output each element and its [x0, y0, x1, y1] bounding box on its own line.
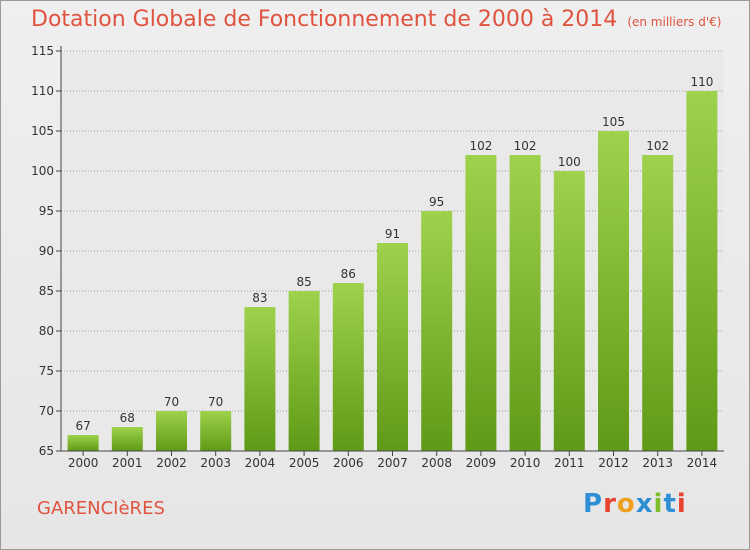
- y-tick-label: 65: [39, 444, 54, 458]
- x-tick-label-2006: 2006: [333, 456, 364, 470]
- axes: 65 70 75 80 85 90 95 100 105 110 115 2000 2001 2002 20…: [31, 44, 724, 470]
- bar-2013: [642, 155, 674, 451]
- bar-2005: [288, 291, 320, 451]
- proxiti-logo: Proxiti: [583, 489, 687, 519]
- data-label-2002: 70: [164, 395, 179, 409]
- y-tick-label: 110: [31, 84, 54, 98]
- x-tick-label-2007: 2007: [377, 456, 408, 470]
- logo-letter: x: [635, 489, 654, 519]
- data-label-2011: 100: [558, 155, 581, 169]
- x-tick-label-2005: 2005: [289, 456, 320, 470]
- x-tick-label-2013: 2013: [642, 456, 673, 470]
- bars: [67, 91, 718, 451]
- logo-letter: P: [583, 489, 604, 519]
- y-tick-label: 90: [39, 244, 54, 258]
- x-tick-label-2009: 2009: [466, 456, 497, 470]
- bar-2012: [598, 131, 629, 451]
- bar-2006: [332, 283, 364, 451]
- data-label-2014: 110: [690, 75, 713, 89]
- bar-2008: [421, 211, 453, 451]
- chart-unit: (en milliers d'€): [627, 15, 722, 29]
- data-label-2006: 86: [341, 267, 356, 281]
- x-tick-label-2004: 2004: [245, 456, 276, 470]
- logo-letter: r: [603, 489, 617, 519]
- y-tick-label: 105: [31, 124, 54, 138]
- data-labels: 67 68 70 70 83 85 86 91 95 102 102 100 105 102 110: [75, 75, 713, 433]
- x-tick-label-2014: 2014: [687, 456, 718, 470]
- bar-2002: [156, 411, 187, 451]
- logo-letter: i: [653, 489, 664, 519]
- y-tick-label: 85: [39, 284, 54, 298]
- bar-2007: [377, 243, 408, 451]
- x-tick-label-2000: 2000: [68, 456, 99, 470]
- x-tick-label-2001: 2001: [112, 456, 143, 470]
- logo-letter: i: [676, 489, 687, 519]
- bar-2011: [553, 171, 585, 451]
- y-tick-label: 95: [39, 204, 54, 218]
- x-tick-label-2002: 2002: [156, 456, 187, 470]
- chart-title-text: Dotation Globale de Fonctionnement de 20…: [31, 7, 618, 32]
- data-label-2009: 102: [469, 139, 492, 153]
- bar-2003: [200, 411, 232, 451]
- x-tick-label-2011: 2011: [554, 456, 585, 470]
- data-label-2013: 102: [646, 139, 669, 153]
- x-tick-label-2003: 2003: [200, 456, 231, 470]
- chart-title: Dotation Globale de Fonctionnement de 20…: [31, 7, 721, 32]
- y-tick-label: 100: [31, 164, 54, 178]
- data-label-2005: 85: [296, 275, 311, 289]
- data-label-2008: 95: [429, 195, 444, 209]
- bar-2014: [686, 91, 718, 451]
- y-tick-label: 75: [39, 364, 54, 378]
- bar-2010: [509, 155, 541, 451]
- logo-letter: o: [616, 489, 636, 519]
- data-label-2000: 67: [75, 419, 90, 433]
- bar-2004: [244, 307, 276, 451]
- y-tick-label: 115: [31, 44, 54, 58]
- data-label-2007: 91: [385, 227, 400, 241]
- bar-2009: [465, 155, 497, 451]
- commune-name: GARENCIèRES: [37, 498, 165, 519]
- y-tick-label: 70: [39, 404, 54, 418]
- data-label-2012: 105: [602, 115, 625, 129]
- data-label-2004: 83: [252, 291, 267, 305]
- data-label-2010: 102: [514, 139, 537, 153]
- x-tick-label-2012: 2012: [598, 456, 629, 470]
- data-label-2001: 68: [120, 411, 135, 425]
- bar-2000: [67, 435, 99, 451]
- data-label-2003: 70: [208, 395, 223, 409]
- logo-letter: t: [663, 489, 677, 519]
- x-tick-label-2010: 2010: [510, 456, 541, 470]
- y-tick-label: 80: [39, 324, 54, 338]
- x-tick-label-2008: 2008: [421, 456, 452, 470]
- bar-2001: [111, 427, 143, 451]
